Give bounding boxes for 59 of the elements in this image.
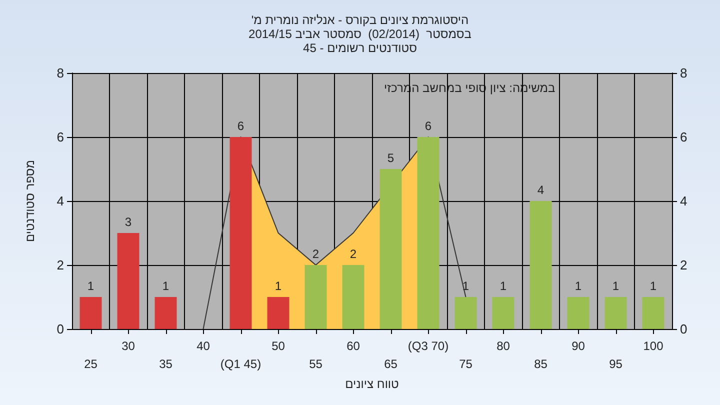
- x-tick-label: 30: [122, 339, 136, 353]
- bar: [530, 201, 552, 329]
- bar: [230, 137, 252, 329]
- y-tick-label: 2: [56, 258, 64, 272]
- bar: [642, 297, 664, 329]
- x-tick-label: 55: [309, 357, 323, 371]
- x-tick-label: (Q1 45): [220, 357, 262, 371]
- data-label: 1: [274, 279, 282, 293]
- y2-tick-label: 2: [680, 258, 688, 272]
- bar: [267, 297, 290, 329]
- bar: [604, 297, 627, 329]
- data-label: 2: [312, 247, 320, 261]
- data-label: 3: [124, 215, 132, 229]
- data-label: 1: [162, 279, 170, 293]
- bar: [117, 233, 140, 329]
- y2-tick-label: 4: [680, 194, 688, 208]
- data-label: 6: [237, 119, 244, 133]
- data-label: 5: [387, 151, 394, 165]
- bar: [154, 297, 177, 329]
- x-tick-label: 100: [643, 339, 664, 353]
- data-label: 1: [612, 279, 620, 293]
- bar: [454, 297, 477, 329]
- data-label: 1: [574, 279, 582, 293]
- data-label: 1: [650, 279, 657, 293]
- data-label: 4: [537, 183, 544, 197]
- y2-tick-label: 0: [680, 322, 688, 336]
- x-tick-label: 90: [572, 339, 586, 353]
- y2-tick-label: 6: [680, 130, 688, 144]
- bar: [380, 169, 402, 329]
- y-tick-label: 4: [56, 194, 64, 208]
- x-tick-label: 65: [384, 357, 398, 371]
- bar: [567, 297, 590, 329]
- data-label: 2: [350, 247, 357, 261]
- data-label: 1: [500, 279, 507, 293]
- y-tick-label: 8: [56, 66, 64, 80]
- data-label: 1: [87, 279, 94, 293]
- data-label: 1: [462, 279, 470, 293]
- x-tick-label: 50: [272, 339, 286, 353]
- x-tick-label: 25: [84, 357, 98, 371]
- bar: [492, 297, 514, 329]
- data-label: 6: [424, 119, 432, 133]
- bar: [304, 265, 327, 329]
- y-tick-label: 0: [56, 322, 64, 336]
- y2-tick-label: 8: [680, 66, 688, 80]
- x-tick-label: 85: [534, 357, 548, 371]
- x-tick-label: 80: [496, 339, 510, 353]
- y-axis-title: מספר סטודנטים: [23, 160, 37, 242]
- x-tick-label: 60: [346, 339, 360, 353]
- bar: [80, 297, 102, 329]
- x-tick-label: (Q3 70): [408, 339, 449, 353]
- x-tick-label: 35: [159, 357, 173, 371]
- x-tick-label: 75: [459, 357, 473, 371]
- bar: [342, 265, 364, 329]
- x-tick-label: 40: [196, 339, 210, 353]
- bar: [417, 137, 440, 329]
- y-tick-label: 6: [56, 130, 64, 144]
- x-tick-label: 95: [609, 357, 623, 371]
- chart-title: 'היסטוגרמת ציונים בקורס - אנליזה נומרית מ בסמסטר (02/2014) סמסטר אביב 2014/15 סטודנטים רשומים - 45: [248, 13, 472, 55]
- x-axis-title: טווח ציונים: [345, 376, 400, 391]
